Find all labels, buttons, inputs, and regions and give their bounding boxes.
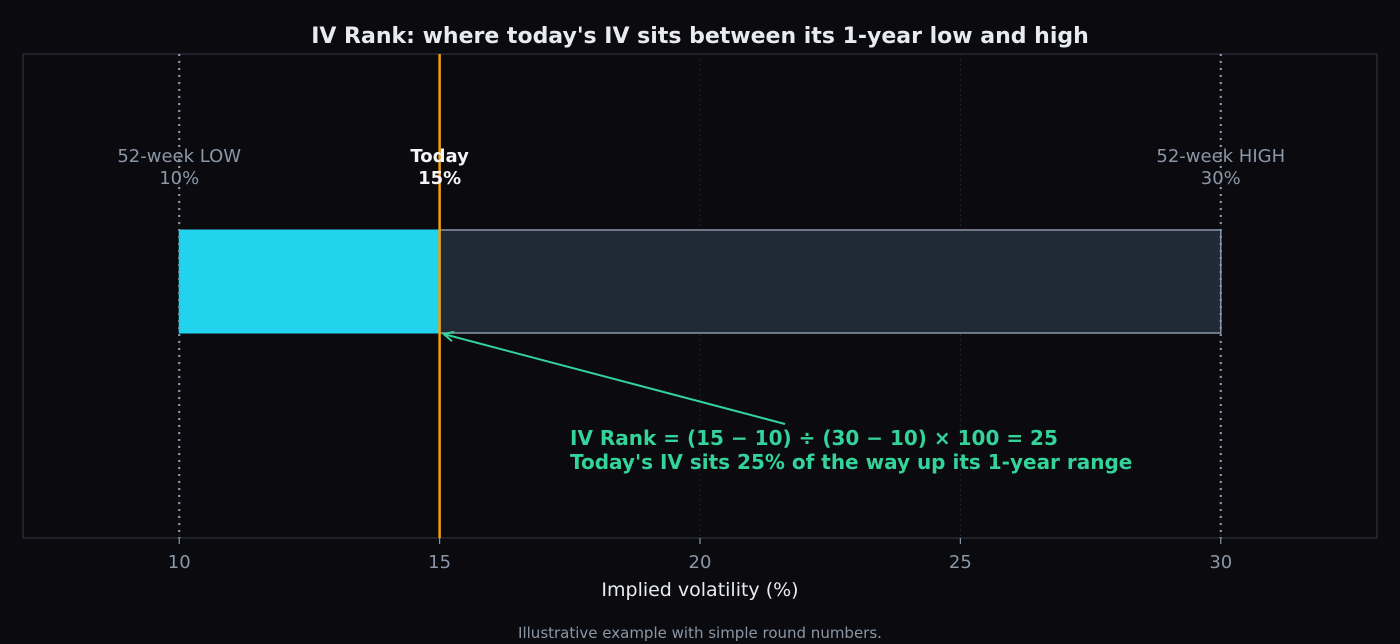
x-axis-label: Implied volatility (%) xyxy=(601,579,798,601)
marker-high-title: 52-week HIGH xyxy=(1156,146,1285,167)
marker-low-value: 10% xyxy=(159,168,199,189)
unfilled-bar xyxy=(438,229,1222,334)
footnote: Illustrative example with simple round n… xyxy=(518,624,882,642)
tick-label-15: 15 xyxy=(428,552,451,573)
marker-today-title: Today xyxy=(410,146,469,167)
annotation-arrowhead xyxy=(441,330,455,342)
annotation-summary: Today's IV sits 25% of the way up its 1-… xyxy=(570,450,1132,474)
marker-low-title: 52-week LOW xyxy=(117,146,241,167)
annotation-arrow xyxy=(443,333,786,425)
tick-label-10: 10 xyxy=(168,552,191,573)
range-lines xyxy=(178,54,1222,538)
annotation-formula: IV Rank = (15 − 10) ÷ (30 − 10) × 100 = … xyxy=(570,426,1058,450)
marker-today-value: 15% xyxy=(418,168,461,189)
chart-title: IV Rank: where today's IV sits between i… xyxy=(311,24,1089,49)
annotation-group: IV Rank = (15 − 10) ÷ (30 − 10) × 100 = … xyxy=(441,330,1132,474)
tick-label-30: 30 xyxy=(1209,552,1232,573)
tick-label-25: 25 xyxy=(949,552,972,573)
marker-high-value: 30% xyxy=(1201,168,1241,189)
filled-bar xyxy=(178,229,441,334)
x-ticks: 10 15 20 25 30 xyxy=(168,538,1232,573)
tick-label-20: 20 xyxy=(689,552,712,573)
bar-segments xyxy=(178,229,1222,334)
